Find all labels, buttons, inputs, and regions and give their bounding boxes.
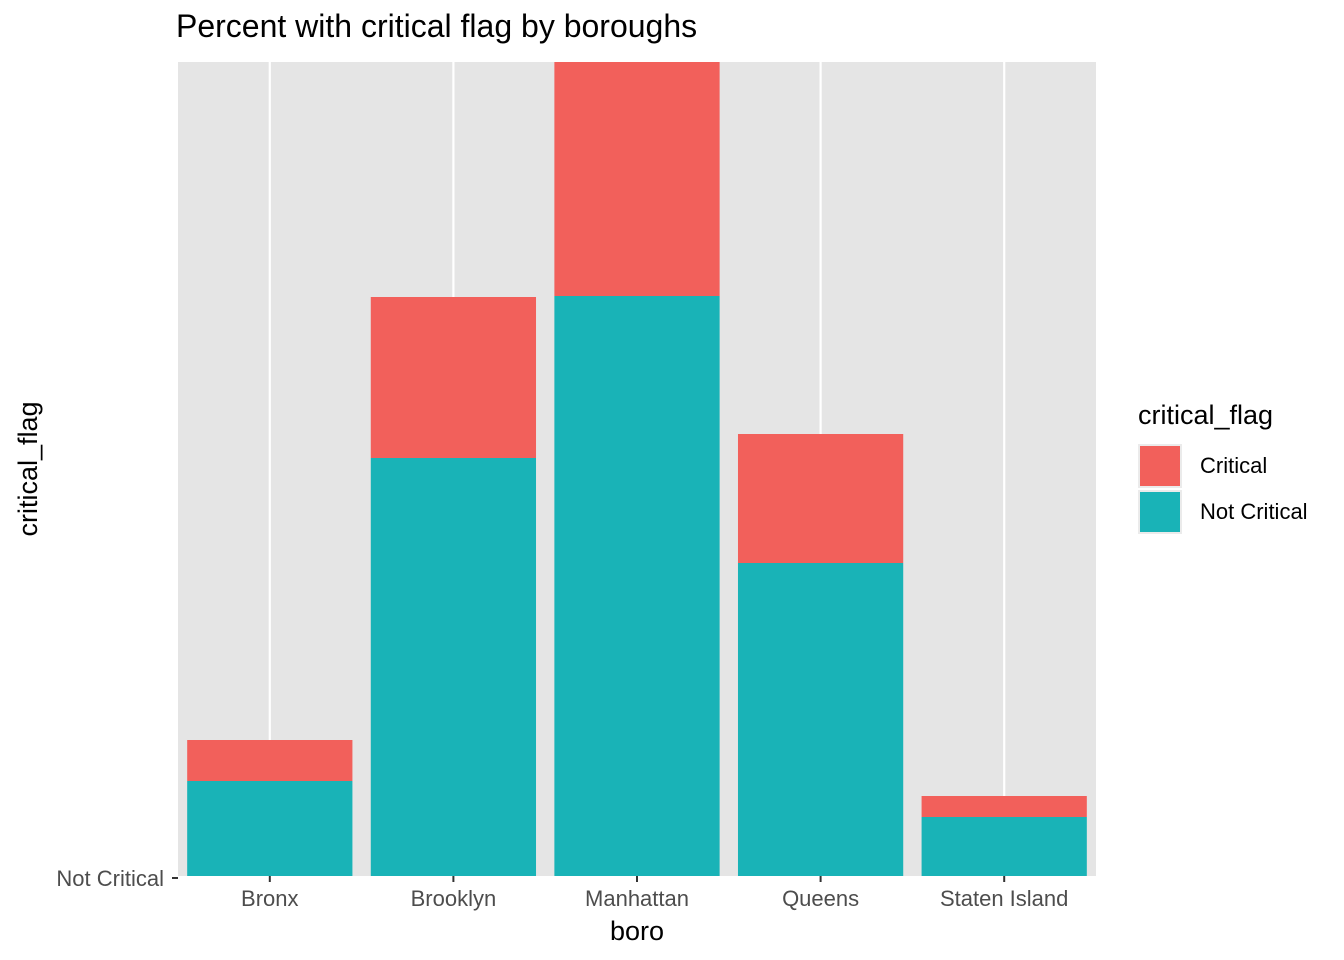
chart-title: Percent with critical flag by boroughs xyxy=(176,8,698,44)
bar-critical-bronx xyxy=(187,740,353,781)
legend-key xyxy=(1138,490,1182,534)
bar-critical-brooklyn xyxy=(370,297,537,458)
legend-item-not-critical: Not Critical xyxy=(1138,489,1308,535)
x-tick-label: Bronx xyxy=(241,886,298,911)
x-axis-ticks: Bronx Brooklyn Manhattan Queens Staten Islan… xyxy=(241,876,1068,911)
legend-key xyxy=(1138,444,1182,488)
legend-label: Critical xyxy=(1200,453,1268,478)
legend-title: critical_flag xyxy=(1138,400,1274,430)
x-tick-label: Staten Island xyxy=(940,886,1068,911)
bar-critical-manhattan xyxy=(554,62,720,296)
legend-swatch-not-critical xyxy=(1140,492,1180,532)
legend: critical_flag Critical Not Critical xyxy=(1138,400,1308,535)
y-tick-label: Not Critical xyxy=(56,866,164,891)
bar-not-critical-queens xyxy=(737,563,904,876)
y-axis-title: critical_flag xyxy=(13,401,43,536)
x-tick-label: Manhattan xyxy=(585,886,689,911)
x-tick-label: Brooklyn xyxy=(411,886,497,911)
bar-not-critical-brooklyn xyxy=(370,458,537,876)
bar-not-critical-bronx xyxy=(187,781,353,876)
legend-swatch-critical xyxy=(1140,446,1180,486)
x-axis-title: boro xyxy=(610,916,664,946)
bar-critical-staten-island xyxy=(921,796,1087,817)
bars xyxy=(187,62,1087,876)
x-tick-label: Queens xyxy=(782,886,859,911)
y-axis-ticks: Not Critical xyxy=(56,866,178,891)
bar-not-critical-staten-island xyxy=(921,817,1087,876)
legend-label: Not Critical xyxy=(1200,499,1308,524)
bar-critical-queens xyxy=(737,434,904,563)
bar-not-critical-manhattan xyxy=(554,296,720,876)
legend-item-critical: Critical xyxy=(1138,443,1308,489)
